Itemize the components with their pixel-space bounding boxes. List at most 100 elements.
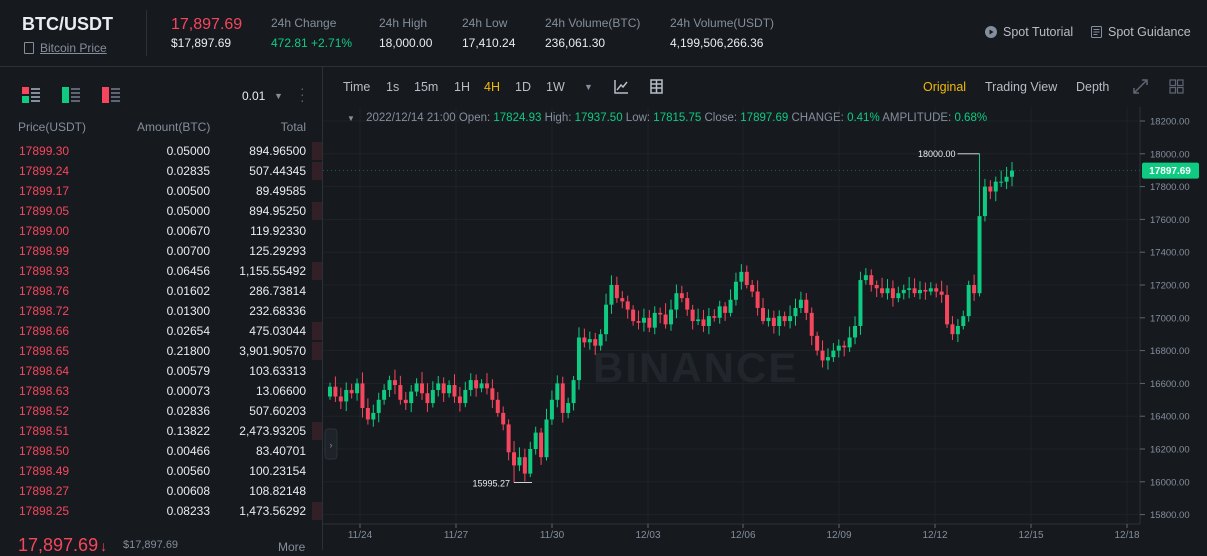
bitcoin-price-link[interactable]: Bitcoin Price xyxy=(40,41,107,55)
candle xyxy=(825,357,830,361)
more-options-icon[interactable]: · · · xyxy=(300,80,305,108)
ask-row[interactable]: 17898.76 0.01602 286.73814 xyxy=(0,281,322,301)
candle xyxy=(917,289,922,294)
y-tick-label: 16400.00 xyxy=(1150,412,1190,423)
ask-row[interactable]: 17899.24 0.02835 507.44345 xyxy=(0,161,322,181)
y-tick-label: 18000.00 xyxy=(1150,149,1190,160)
ohlc-open-label: Open: xyxy=(458,112,491,124)
spot-tutorial-link[interactable]: Spot Tutorial xyxy=(985,25,1073,39)
ask-row[interactable]: 17898.99 0.00700 125.29293 xyxy=(0,241,322,261)
ask-row[interactable]: 17898.50 0.00466 83.40701 xyxy=(0,441,322,461)
interval-1s[interactable]: 1s xyxy=(386,80,400,94)
indicator-icon[interactable] xyxy=(614,79,629,94)
layout-grid-icon[interactable] xyxy=(1169,79,1184,94)
orderbook-both-icon[interactable] xyxy=(22,87,40,103)
ohlc-high: 17937.50 xyxy=(574,112,623,124)
y-tick-label: 16200.00 xyxy=(1150,445,1190,456)
ask-total: 507.44345 xyxy=(249,164,306,178)
ask-amount: 0.05000 xyxy=(166,144,210,158)
interval-4h[interactable]: 4H xyxy=(484,80,500,94)
candle xyxy=(484,383,489,389)
candle xyxy=(982,186,987,217)
pair-title[interactable]: BTC/USDT xyxy=(22,14,113,34)
interval-1d[interactable]: 1D xyxy=(515,80,531,94)
orderbook-last-price: 17,897.69 ↓ xyxy=(18,535,107,556)
chart-toolbar: Time 1s 15m 1H 4H 1D 1W ▼ Original Tradi… xyxy=(323,67,1207,108)
candle xyxy=(360,383,365,408)
candle xyxy=(474,380,479,389)
tick-size-select[interactable]: 0.01 xyxy=(242,89,266,103)
view-depth[interactable]: Depth xyxy=(1076,80,1110,94)
candle xyxy=(744,271,749,285)
stat-label: 24h Change xyxy=(271,16,337,30)
stat-label: 24h Volume(USDT) xyxy=(670,16,775,30)
orderbook-bids-icon[interactable] xyxy=(62,87,80,103)
ask-row[interactable]: 17899.05 0.05000 894.95250 xyxy=(0,201,322,221)
divider xyxy=(146,10,147,56)
y-tick-label: 17600.00 xyxy=(1150,215,1190,226)
ask-price: 17899.30 xyxy=(19,144,70,158)
candle xyxy=(690,309,695,322)
fullscreen-icon[interactable] xyxy=(1133,79,1148,94)
y-tick-label: 17800.00 xyxy=(1150,182,1190,193)
ask-row[interactable]: 17899.30 0.05000 894.96500 xyxy=(0,141,322,161)
candle xyxy=(788,316,793,322)
candle xyxy=(912,288,917,294)
ask-total: 475.03044 xyxy=(249,324,306,338)
candle xyxy=(1010,170,1014,177)
x-tick-label: 12/06 xyxy=(730,530,755,541)
ask-row[interactable]: 17898.65 0.21800 3,901.90570 xyxy=(0,341,322,361)
ask-price: 17898.63 xyxy=(19,384,70,398)
ask-row[interactable]: 17898.64 0.00579 103.63313 xyxy=(0,361,322,381)
chevron-right-icon: › xyxy=(330,440,333,450)
ask-price: 17899.00 xyxy=(19,224,70,238)
candle xyxy=(566,403,571,413)
ask-row[interactable]: 17898.27 0.00608 108.82148 xyxy=(0,481,322,501)
candle xyxy=(371,412,376,420)
depth-bar xyxy=(312,142,322,160)
ask-row[interactable]: 17898.63 0.00073 13.06600 xyxy=(0,381,322,401)
interval-15m[interactable]: 15m xyxy=(414,80,439,94)
interval-dropdown-icon[interactable]: ▼ xyxy=(584,82,593,92)
candle xyxy=(522,457,527,474)
ask-row[interactable]: 17898.49 0.00560 100.23154 xyxy=(0,461,322,481)
ask-total: 2,473.93205 xyxy=(239,424,306,438)
y-tick-label: 16600.00 xyxy=(1150,379,1190,390)
view-original[interactable]: Original xyxy=(923,80,967,94)
ask-row[interactable]: 17898.72 0.01300 232.68336 xyxy=(0,301,322,321)
candle xyxy=(436,383,441,390)
stat-value: 472.81 +2.71% xyxy=(271,36,353,50)
stat-label: 24h Low xyxy=(462,16,508,30)
more-link[interactable]: More xyxy=(278,540,306,554)
ohlc-open: 17824.93 xyxy=(493,112,542,124)
candle xyxy=(647,317,652,328)
collapse-icon[interactable]: ▼ xyxy=(347,114,355,123)
ask-row[interactable]: 17898.52 0.02836 507.60203 xyxy=(0,401,322,421)
ask-amount: 0.00700 xyxy=(166,244,210,258)
ask-row[interactable]: 17898.66 0.02654 475.03044 xyxy=(0,321,322,341)
ask-total: 103.63313 xyxy=(249,364,306,378)
chart-settings-icon[interactable] xyxy=(650,79,663,94)
interval-1w[interactable]: 1W xyxy=(546,80,565,94)
candle xyxy=(333,386,338,397)
orderbook-asks-icon[interactable] xyxy=(102,87,120,103)
ohlc-datetime: 2022/12/14 21:00 xyxy=(366,112,456,124)
candle xyxy=(387,380,392,390)
ask-total: 119.92330 xyxy=(250,224,306,238)
ask-row[interactable]: 17899.00 0.00670 119.92330 xyxy=(0,221,322,241)
chart-panel: Time 1s 15m 1H 4H 1D 1W ▼ Original Tradi… xyxy=(323,67,1207,550)
ask-row[interactable]: 17898.25 0.08233 1,473.56292 xyxy=(0,501,322,521)
spot-guidance-link[interactable]: Spot Guidance xyxy=(1091,25,1191,39)
view-trading-view[interactable]: Trading View xyxy=(985,80,1058,94)
ask-row[interactable]: 17898.93 0.06456 1,155.55492 xyxy=(0,261,322,281)
chevron-down-icon[interactable]: ▼ xyxy=(274,91,283,101)
interval-1h[interactable]: 1H xyxy=(454,80,470,94)
stat-24h-low: 24h Low 17,410.24 xyxy=(462,16,515,50)
ask-row[interactable]: 17899.17 0.00500 89.49585 xyxy=(0,181,322,201)
market-header: BTC/USDT Bitcoin Price 17,897.69 $17,897… xyxy=(0,0,1207,67)
interval-time[interactable]: Time xyxy=(343,80,371,94)
ask-row[interactable]: 17898.51 0.13822 2,473.93205 xyxy=(0,421,322,441)
candlestick-chart[interactable]: BINANCE 18200.00 18000.00 17800.00 17600.00 1… xyxy=(323,107,1207,550)
ask-total: 1,155.55492 xyxy=(239,264,306,278)
candle xyxy=(652,312,657,328)
